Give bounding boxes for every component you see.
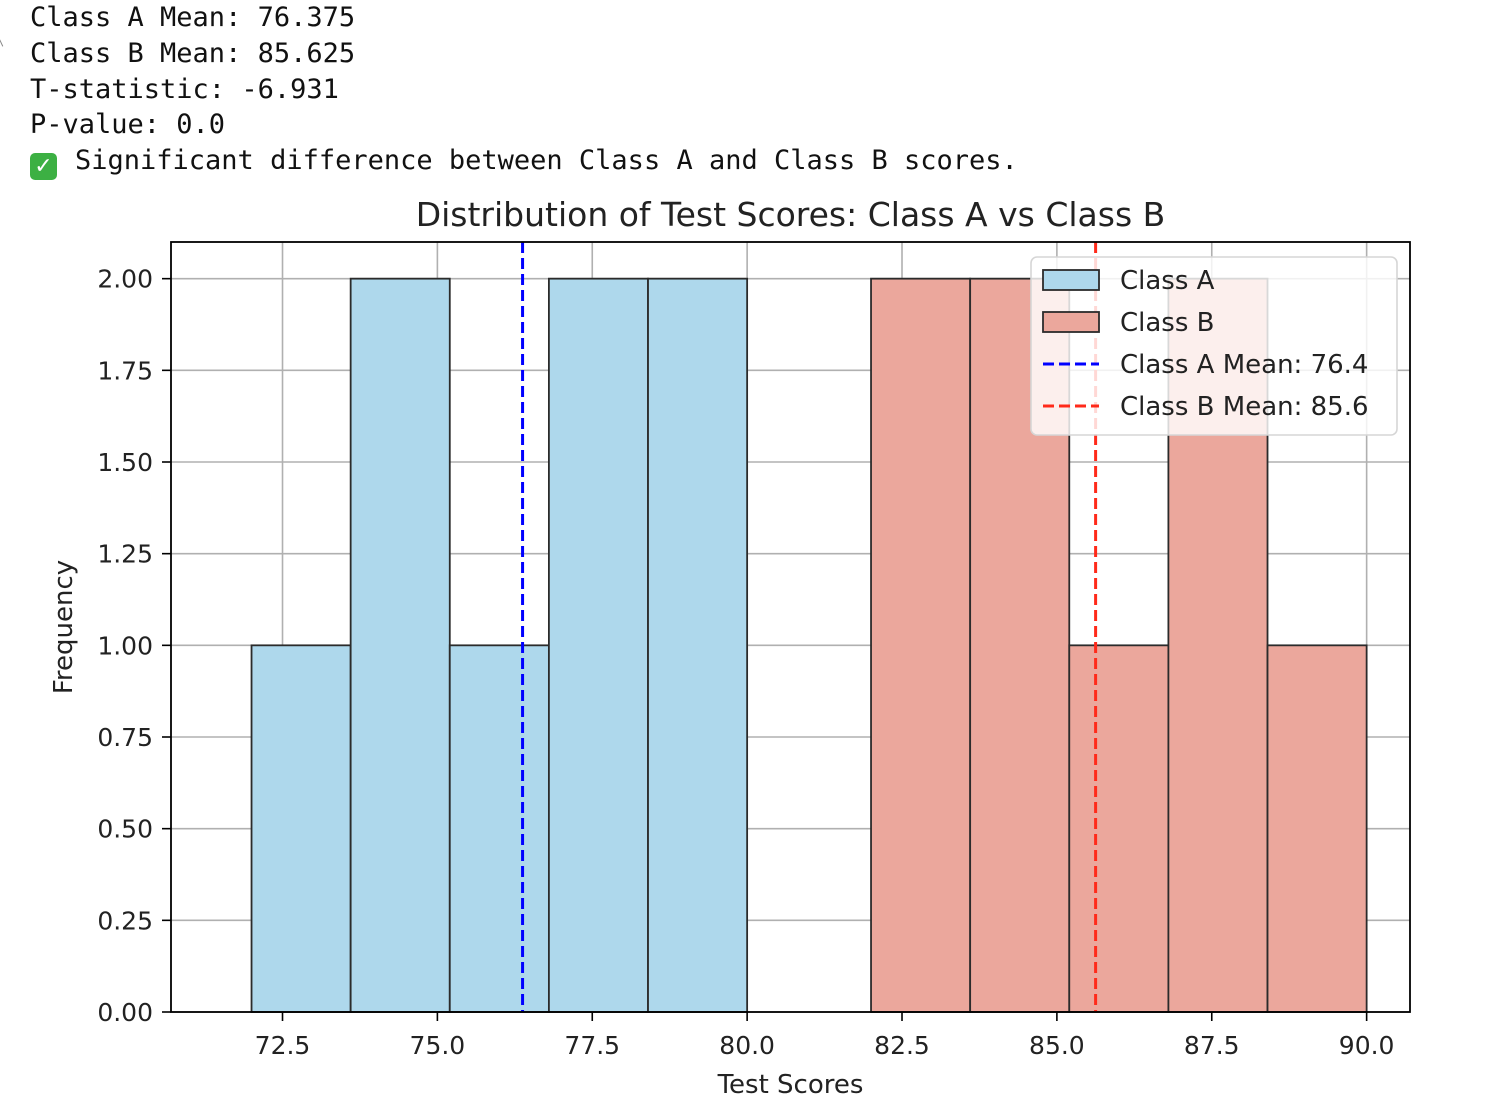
p-value-text: P-value: 0.0	[30, 109, 226, 141]
legend-label: Class A Mean: 76.4	[1120, 350, 1368, 380]
histogram-bar	[349, 277, 451, 1013]
x-tick-label: 75.0	[410, 1031, 466, 1060]
x-tick-label: 77.5	[564, 1031, 620, 1060]
legend-label: Class B Mean: 85.6	[1120, 392, 1369, 422]
cell-output: Class A Mean: 76.375 Class B Mean: 85.62…	[30, 0, 1018, 181]
histogram-bar	[1266, 644, 1368, 1013]
legend-swatch	[1042, 311, 1100, 333]
t-statistic-text: T-statistic: -6.931	[30, 73, 339, 105]
histogram-bar	[250, 644, 352, 1013]
y-tick-label: 1.50	[97, 448, 153, 477]
legend-swatch	[1042, 269, 1100, 291]
legend: Class A Class B Class A Mean: 76.4 Class B …	[1030, 256, 1398, 436]
x-tick-label: 90.0	[1339, 1031, 1395, 1060]
y-tick-label: 0.00	[97, 998, 153, 1027]
legend-box	[1030, 256, 1398, 436]
x-tick-label: 72.5	[255, 1031, 311, 1060]
x-tick-label: 85.0	[1029, 1031, 1085, 1060]
series-class-a	[250, 277, 749, 1013]
y-tick-label: 0.50	[97, 815, 153, 844]
histogram-bar	[448, 644, 550, 1013]
x-tick-label: 82.5	[874, 1031, 930, 1060]
histogram-bar	[870, 277, 972, 1013]
x-tick-label: 80.0	[719, 1031, 775, 1060]
histogram-bar	[547, 277, 649, 1013]
y-axis-label: Frequency	[49, 560, 79, 694]
x-axis-label: Test Scores	[717, 1070, 864, 1100]
histogram-bar	[1068, 644, 1170, 1013]
y-tick-label: 1.25	[97, 540, 153, 569]
y-tick-label: 1.00	[97, 631, 153, 660]
legend-label: Class A	[1120, 266, 1215, 296]
class-b-mean-text: Class B Mean: 85.625	[30, 37, 356, 69]
check-mark-icon: ✓	[30, 153, 57, 181]
y-tick-label: 0.25	[97, 906, 153, 935]
histogram-bar	[647, 277, 749, 1013]
y-tick-label: 0.75	[97, 723, 153, 752]
x-tick-label: 87.5	[1184, 1031, 1240, 1060]
chart-title: Distribution of Test Scores: Class A vs …	[416, 195, 1166, 234]
conclusion-line: ✓ Significant difference between Class A …	[30, 143, 1018, 181]
y-tick-label: 2.00	[97, 265, 153, 294]
legend-label: Class B	[1120, 308, 1215, 338]
class-a-mean-text: Class A Mean: 76.375	[30, 2, 356, 33]
y-tick-label: 1.75	[97, 356, 153, 385]
plot-frame	[170, 241, 1411, 1013]
conclusion-text: Significant difference between Class A a…	[75, 145, 1018, 177]
